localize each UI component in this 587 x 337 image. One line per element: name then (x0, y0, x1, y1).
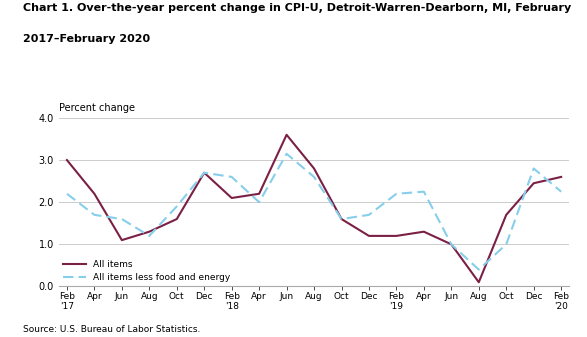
Text: 2017–February 2020: 2017–February 2020 (23, 34, 151, 44)
All items less food and energy (338, 217, 345, 221)
All items (558, 175, 565, 179)
Text: Percent change: Percent change (59, 103, 134, 113)
All items (255, 192, 262, 196)
All items less food and energy (311, 175, 318, 179)
All items less food and energy (91, 213, 98, 217)
All items (146, 230, 153, 234)
All items less food and energy (366, 213, 373, 217)
All items less food and energy (228, 175, 235, 179)
All items (530, 181, 537, 185)
All items (475, 280, 483, 284)
Line: All items less food and energy: All items less food and energy (67, 154, 561, 270)
All items less food and energy (119, 217, 126, 221)
All items (502, 213, 510, 217)
All items less food and energy (502, 242, 510, 246)
All items (393, 234, 400, 238)
All items (119, 238, 126, 242)
All items (366, 234, 373, 238)
All items (228, 196, 235, 200)
All items (420, 230, 427, 234)
All items less food and energy (146, 234, 153, 238)
All items less food and energy (255, 200, 262, 204)
All items (338, 217, 345, 221)
All items (91, 192, 98, 196)
All items (173, 217, 180, 221)
All items less food and energy (558, 190, 565, 194)
All items less food and energy (530, 166, 537, 171)
All items less food and energy (448, 242, 455, 246)
All items (283, 133, 290, 137)
All items less food and energy (475, 268, 483, 272)
Text: Source: U.S. Bureau of Labor Statistics.: Source: U.S. Bureau of Labor Statistics. (23, 325, 201, 334)
All items (311, 166, 318, 171)
Legend: All items, All items less food and energy: All items, All items less food and energ… (63, 260, 230, 282)
All items less food and energy (420, 190, 427, 194)
Line: All items: All items (67, 135, 561, 282)
All items less food and energy (173, 204, 180, 208)
All items (201, 171, 208, 175)
All items less food and energy (201, 171, 208, 175)
All items less food and energy (393, 192, 400, 196)
All items less food and energy (283, 152, 290, 156)
Text: Chart 1. Over-the-year percent change in CPI-U, Detroit-Warren-Dearborn, MI, Feb: Chart 1. Over-the-year percent change in… (23, 3, 572, 13)
All items (448, 242, 455, 246)
All items less food and energy (63, 192, 70, 196)
All items (63, 158, 70, 162)
